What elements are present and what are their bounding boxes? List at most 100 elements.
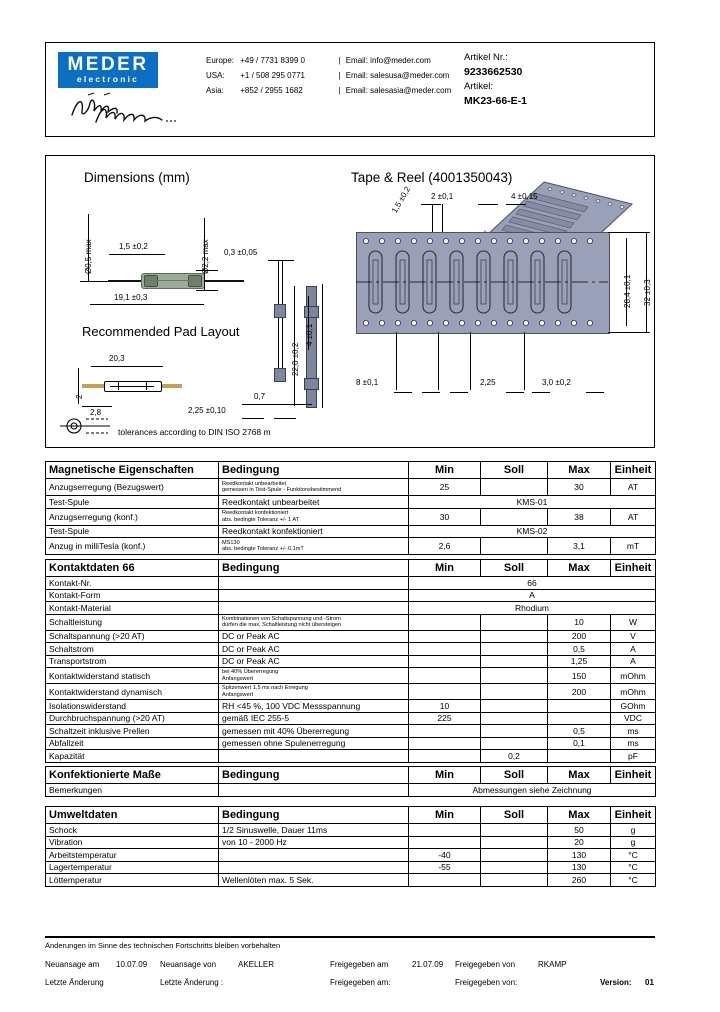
contact-region-label: Europe:	[206, 56, 235, 65]
row-min: 2,6	[408, 537, 481, 555]
row-max: 200	[547, 629, 611, 643]
contact-email-label: Email:	[345, 56, 368, 65]
contact-separator: |	[338, 86, 341, 95]
created-by-label: Neuansage von	[160, 960, 217, 969]
dim-strip-width: 0,7	[254, 392, 266, 401]
table-row: Arbeitstemperatur -40 130 °C	[45, 848, 656, 862]
table-row: Löttemperatur Wellenlöten max. 5 Sek. 26…	[45, 873, 656, 887]
col-einheit: Einheit	[610, 559, 656, 577]
col-soll: Soll	[480, 461, 548, 479]
dim-pad-length: 20,3	[109, 354, 125, 363]
row-min: 25	[408, 478, 481, 496]
contact-region-label: Asia:	[206, 86, 224, 95]
table-row: Anzug in milliTesla (konf.) MS130 abs. be…	[45, 537, 656, 555]
row-max	[547, 749, 611, 763]
table-row: Bemerkungen Abmessungen siehe Zeichnung	[45, 783, 656, 797]
row-label: Anzug in milliTesla (konf.)	[45, 537, 219, 555]
contact-email[interactable]: info@meder.com	[370, 56, 431, 65]
row-unit: °C	[610, 860, 656, 874]
contact-separator: |	[338, 56, 341, 65]
row-min: 30	[408, 507, 481, 526]
col-min: Min	[408, 806, 481, 824]
row-soll	[480, 711, 548, 725]
table-row: Abfallzeit gemessen ohne Spulenerregung …	[45, 736, 656, 750]
row-label: Schock	[45, 823, 219, 837]
row-unit: AT	[610, 478, 656, 496]
table-title-magnetic: Magnetische Eigenschaften	[45, 461, 219, 479]
contact-region-label: USA:	[206, 71, 225, 80]
row-soll	[480, 835, 548, 849]
row-label: Kapazität	[45, 749, 219, 763]
dim-side-height: 22,0 ±0,2	[291, 342, 300, 376]
row-condition	[218, 588, 409, 602]
row-span-value: KMS-02	[408, 524, 656, 538]
table-header-row: Magnetische Eigenschaften Bedingung Min …	[45, 461, 656, 479]
row-condition	[218, 601, 409, 615]
dim-lead-diameter: Ø0,5 max	[84, 239, 93, 274]
dim-pitch-mid: 4 ±0,15	[511, 192, 538, 201]
row-min	[408, 724, 481, 738]
contact-email[interactable]: salesasia@meder.com	[370, 86, 452, 95]
row-min: 225	[408, 711, 481, 725]
row-max: 30	[547, 478, 611, 496]
row-span-value: 66	[408, 576, 656, 590]
contact-phone: +852 / 2955 1682	[240, 86, 303, 95]
row-span-value: A	[408, 588, 656, 602]
contact-phone: +49 / 7731 8399 0	[240, 56, 305, 65]
row-soll	[480, 629, 548, 643]
row-label: Abfallzeit	[45, 736, 219, 750]
created-on-value: 10.07.09	[116, 960, 148, 969]
table-row: Vibration von 10 - 2000 Hz 20 g	[45, 835, 656, 849]
released-on-label: Freigegeben am	[330, 960, 389, 969]
col-bedingung: Bedingung	[218, 559, 409, 577]
row-min	[408, 654, 481, 668]
row-label: Durchbruchspannung (>20 AT)	[45, 711, 219, 725]
col-soll: Soll	[480, 766, 548, 784]
row-condition	[218, 749, 409, 763]
row-unit: VDC	[610, 711, 656, 725]
row-label: Isolationswiderstand	[45, 699, 219, 713]
col-soll: Soll	[480, 559, 548, 577]
row-condition: RH <45 %, 100 VDC Messspannung	[218, 699, 409, 713]
row-soll	[480, 736, 548, 750]
row-label: Löttemperatur	[45, 873, 219, 887]
row-soll	[480, 478, 548, 496]
table-row: Test-Spule Reedkontakt konfektioniert KM…	[45, 524, 656, 538]
table-row: Durchbruchspannung (>20 AT) gemäß IEC 25…	[45, 711, 656, 725]
row-label: Schaltstrom	[45, 642, 219, 656]
row-condition-line2: Anfangswert	[222, 675, 254, 682]
row-condition: Wellenlöten max. 5 Sek.	[218, 873, 409, 887]
row-max: 0,1	[547, 736, 611, 750]
row-label: Kontakt-Form	[45, 588, 219, 602]
row-condition-line1: Reedkontakt konfektioniert	[222, 510, 289, 517]
table-title-contact: Kontaktdaten 66	[45, 559, 219, 577]
row-max: 150	[547, 667, 611, 684]
contact-row-asia: Asia: +852 / 2955 1682 | Email: salesasi…	[206, 83, 456, 98]
row-label: Anzugserregung (konf.)	[45, 507, 219, 526]
dim-rise: 1,5 ±0,2	[119, 242, 148, 251]
table-contact-data: Kontaktdaten 66 Bedingung Min Soll Max E…	[45, 559, 656, 763]
row-condition-line2: Anfangswert	[222, 691, 254, 698]
table-header-row: Umweltdaten Bedingung Min Soll Max Einhe…	[45, 806, 656, 824]
tolerance-note: tolerances according to DIN ISO 2768 m	[118, 427, 271, 437]
row-condition-line1: bei 40% Übererregung	[222, 669, 279, 676]
released-by-label-2: Freigegeben von:	[455, 978, 518, 987]
dim-pitch-small: 2 ±0,1	[431, 192, 454, 201]
row-max: 50	[547, 823, 611, 837]
row-condition-line1: Spitzenwert 1,5 ms nach Erregung	[222, 685, 308, 692]
row-unit: mOhm	[610, 683, 656, 700]
row-min	[408, 736, 481, 750]
article-number-value: 9233662530	[464, 66, 523, 78]
row-unit: mT	[610, 537, 656, 555]
handwritten-slogan	[68, 91, 178, 125]
row-condition-line2: abs. bedingte Toleranz +/- 0,1mT	[222, 546, 304, 552]
table-title-assembled: Konfektionierte Maße	[45, 766, 219, 784]
article-number-label: Artikel Nr.:	[464, 52, 508, 63]
contact-row-usa: USA: +1 / 508 295 0771 | Email: salesusa…	[206, 68, 456, 83]
col-min: Min	[408, 461, 481, 479]
dim-outer-height: 32 ±0,3	[643, 279, 652, 306]
released-on-value: 21.07.09	[412, 960, 444, 969]
contact-email[interactable]: salesusa@meder.com	[370, 71, 450, 80]
table-row: Kontakt-Form A	[45, 588, 656, 602]
row-unit: °C	[610, 873, 656, 887]
